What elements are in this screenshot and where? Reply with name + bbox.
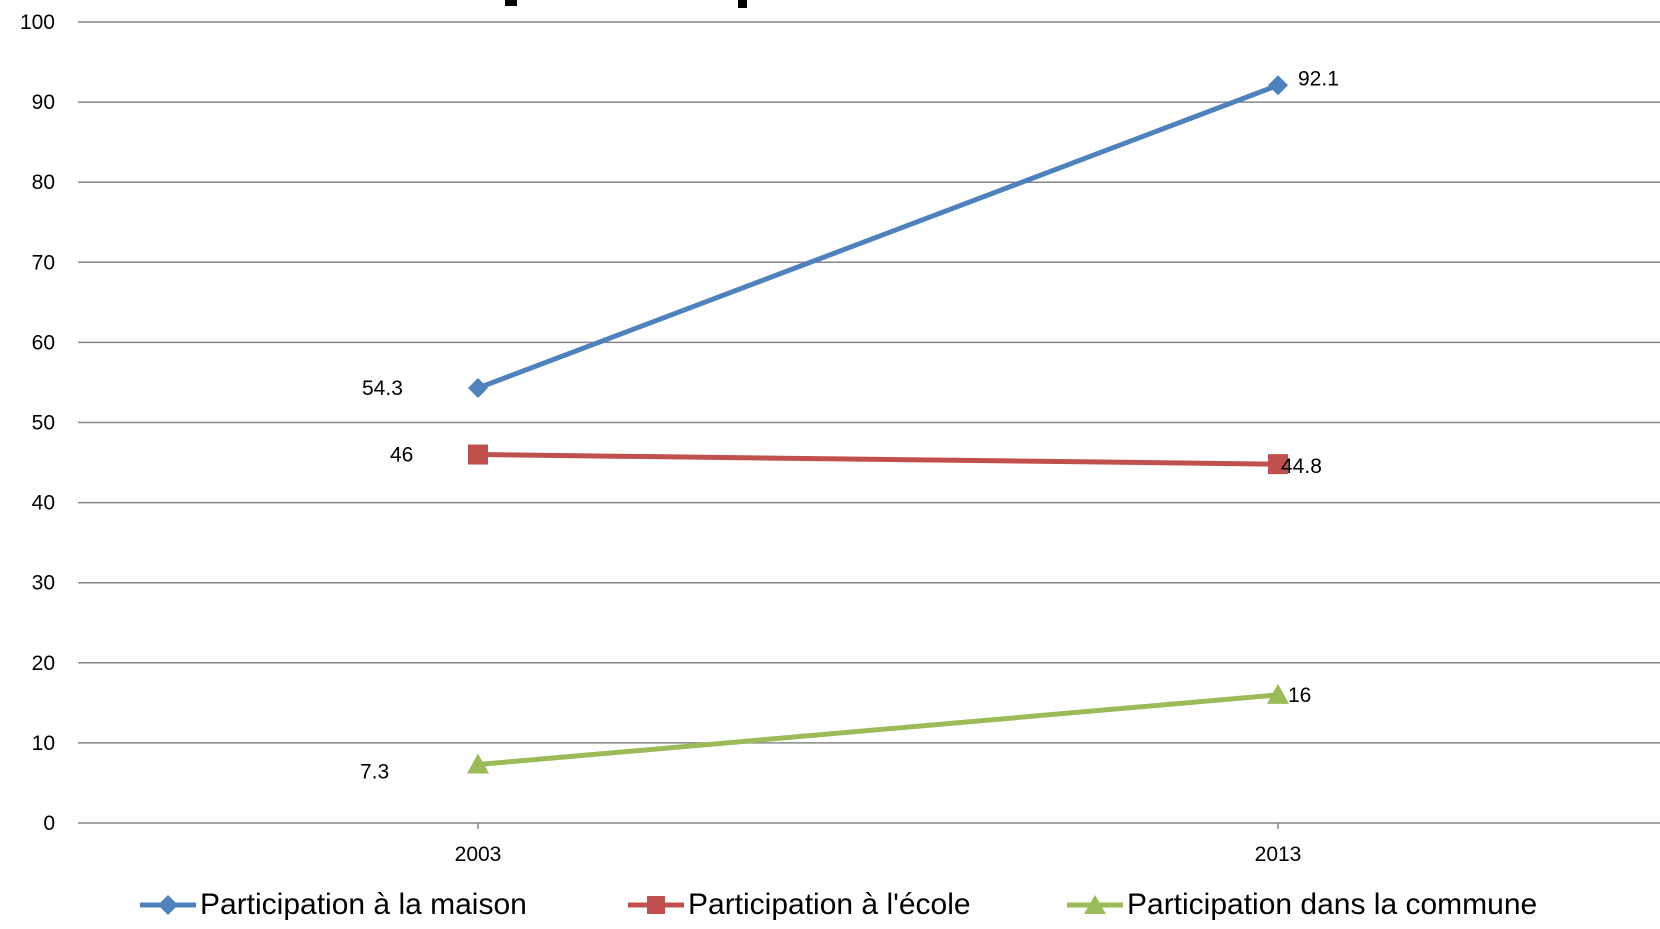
y-tick-label: 0 — [43, 812, 55, 835]
data-point-triangle — [467, 753, 489, 774]
x-tick-label: 2013 — [1255, 843, 1302, 866]
series-lines — [467, 75, 1289, 774]
series-line — [477, 692, 1279, 768]
y-tick-label: 60 — [32, 331, 55, 354]
y-tick-label: 70 — [32, 251, 55, 274]
data-label: 7.3 — [360, 761, 389, 784]
data-label: 44.8 — [1281, 455, 1322, 478]
legend-label: Participation dans la commune — [1127, 887, 1538, 921]
y-tick-label: 10 — [32, 732, 55, 755]
gridlines — [78, 21, 1660, 824]
legend-item-commune: Participation dans la commune — [1067, 880, 1537, 929]
data-labels: 54.3 92.1 46 44.8 7.3 16 — [360, 67, 1339, 783]
line-chart: 0 10 20 30 40 50 60 70 80 90 100 2003 2013 54.3 92.1… — [20, 0, 1660, 866]
legend-item-maison: Participation à la maison — [140, 880, 527, 929]
y-tick-label: 30 — [32, 572, 55, 595]
legend-item-ecole: Participation à l'école — [628, 880, 971, 929]
legend-label: Participation à la maison — [200, 887, 527, 921]
series-line — [477, 82, 1279, 391]
data-point-square — [468, 444, 488, 465]
legend-label: Participation à l'école — [688, 887, 971, 921]
y-tick-label: 40 — [32, 492, 55, 515]
legend: Participation à la maison Participation … — [0, 880, 1660, 929]
data-point-diamond — [1268, 75, 1288, 96]
y-tick-label: 20 — [32, 652, 55, 675]
data-label: 16 — [1288, 684, 1311, 707]
title-clip-mark — [505, 0, 517, 6]
data-label: 92.1 — [1298, 67, 1339, 90]
data-point-square — [1268, 454, 1288, 475]
y-tick-label: 80 — [32, 171, 55, 194]
data-point-diamond — [468, 378, 488, 399]
data-label: 46 — [390, 444, 413, 467]
series-line — [477, 452, 1279, 467]
y-tick-label: 100 — [20, 11, 55, 34]
legend-swatch-diamond — [140, 894, 196, 915]
legend-swatch-triangle — [1067, 894, 1123, 914]
y-axis-tick-labels: 0 10 20 30 40 50 60 70 80 90 100 — [20, 11, 55, 835]
title-clip-mark — [738, 0, 747, 8]
x-axis-tick-labels: 2003 2013 — [455, 823, 1302, 866]
x-tick-label: 2003 — [455, 843, 502, 866]
data-label: 54.3 — [362, 377, 403, 400]
chart-title-fragment — [505, 0, 747, 8]
y-tick-label: 50 — [32, 412, 55, 435]
data-point-triangle — [1267, 683, 1289, 704]
y-tick-label: 90 — [32, 91, 55, 114]
legend-swatch-square — [628, 895, 684, 914]
